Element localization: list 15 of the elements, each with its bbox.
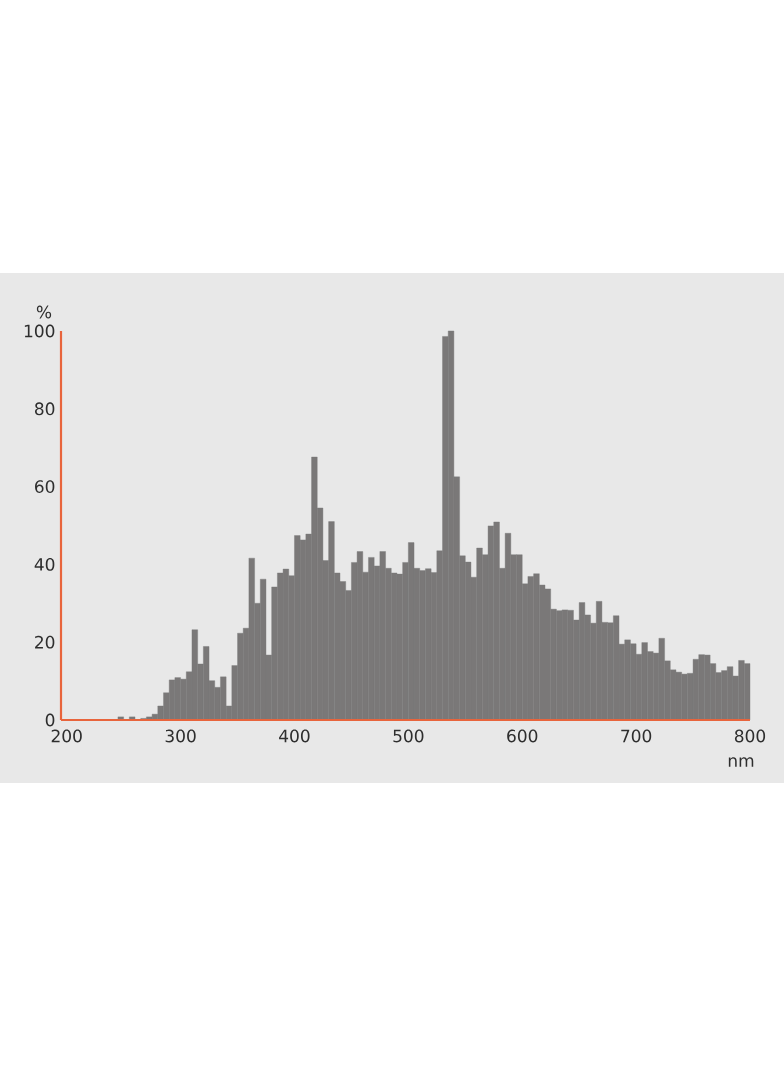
x-tick-label: 300 xyxy=(165,729,196,743)
x-tick-label: 700 xyxy=(621,729,652,743)
x-tick-label: 200 xyxy=(51,729,82,743)
y-tick-label: 20 xyxy=(35,635,55,649)
x-tick-label: 800 xyxy=(734,729,766,743)
y-tick-label: 0 xyxy=(45,713,55,727)
y-tick-label: 40 xyxy=(34,557,55,571)
x-axis-title: nm xyxy=(728,757,754,767)
y-tick-label: 80 xyxy=(34,402,55,416)
x-tick-label: 400 xyxy=(279,729,310,743)
x-tick-label: 600 xyxy=(507,729,538,743)
x-tick-label: 500 xyxy=(393,729,424,743)
y-tick-label: 100 xyxy=(24,324,55,338)
y-axis-title: % xyxy=(36,305,52,319)
y-tick-label: 60 xyxy=(35,480,55,494)
